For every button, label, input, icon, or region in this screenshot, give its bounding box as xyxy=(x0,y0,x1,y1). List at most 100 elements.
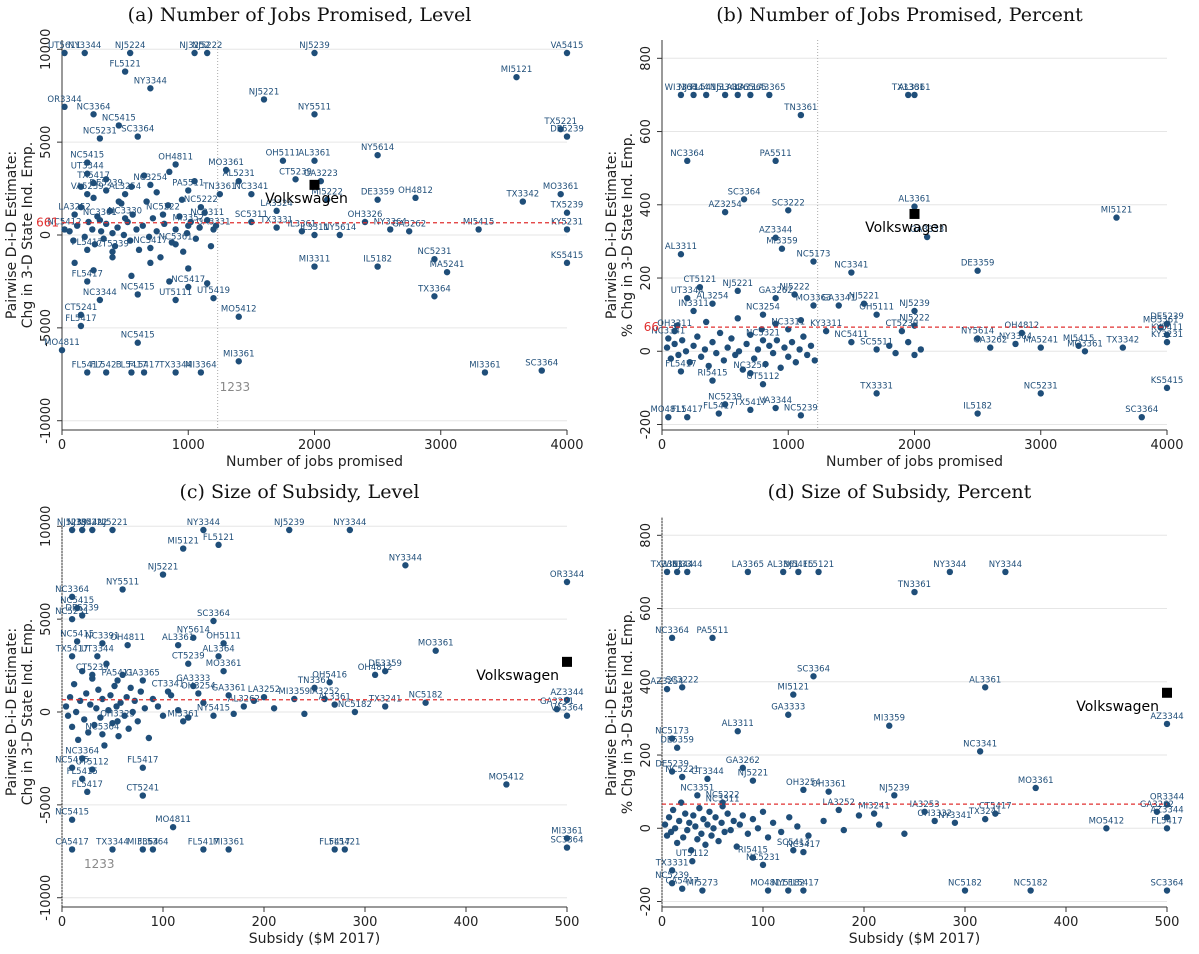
scatter-point xyxy=(675,817,683,825)
point-label: GA3223 xyxy=(304,169,338,179)
x-tick-label: 500 xyxy=(555,915,580,930)
point-label: CT3344 xyxy=(691,767,724,777)
scatter-point xyxy=(124,218,131,226)
point-label: NY5614 xyxy=(961,326,994,336)
scatter-point xyxy=(145,734,153,742)
scatter-point xyxy=(168,239,176,246)
scatter-point xyxy=(164,202,172,209)
scatter-point xyxy=(374,151,381,159)
scatter-point xyxy=(431,255,438,263)
point-label: IL3311 xyxy=(300,223,329,233)
scatter-point xyxy=(225,846,232,853)
point-label: TX3241 xyxy=(968,807,1002,817)
y-axis-label: % Chg in 3-D State Ind. Emp. xyxy=(620,610,636,814)
scatter-point xyxy=(71,259,78,267)
point-label: NC5182 xyxy=(338,700,372,710)
point-label: NC3351 xyxy=(680,783,714,793)
scatter-point xyxy=(89,526,96,534)
scatter-point xyxy=(721,208,729,216)
point-label: MI3359 xyxy=(766,237,797,247)
scatter-point xyxy=(946,568,954,576)
scatter-point xyxy=(904,338,912,346)
scatter-point xyxy=(139,792,146,799)
scatter-point xyxy=(134,133,141,140)
scatter-point xyxy=(87,701,94,708)
scatter-point xyxy=(68,653,76,660)
scatter-point xyxy=(734,315,741,322)
point-label: NY3344 xyxy=(989,560,1022,570)
scatter-point xyxy=(982,815,989,823)
point-label: NC5415 xyxy=(55,756,89,766)
scatter-point xyxy=(139,846,146,853)
point-label: NJ5221 xyxy=(849,292,880,302)
scatter-point xyxy=(503,781,510,788)
point-label: NC3311 xyxy=(706,794,740,804)
point-label: MO5412 xyxy=(489,772,525,782)
scatter-point xyxy=(207,242,215,250)
scatter-point xyxy=(766,91,773,99)
scatter-point xyxy=(220,640,227,647)
scatter-point xyxy=(361,218,369,226)
y-axis-label: Chg in 3-D State Ind. Emp. xyxy=(20,142,36,329)
point-label: TX5221 xyxy=(543,117,577,127)
scatter-point xyxy=(700,815,707,823)
scatter-point xyxy=(81,716,88,723)
x-tick-label: 3000 xyxy=(424,438,457,453)
scatter-point xyxy=(1163,331,1171,338)
point-label: NC3391 xyxy=(85,631,119,641)
point-label: AL3311 xyxy=(722,719,754,729)
point-label: MO4811 xyxy=(750,879,786,889)
scatter-point xyxy=(68,764,76,771)
point-label: NC5415 xyxy=(60,629,94,639)
point-label: SC3364 xyxy=(525,359,558,369)
scatter-point xyxy=(785,711,792,718)
scatter-point xyxy=(992,810,999,817)
y-tick-label: 200 xyxy=(639,266,654,291)
scatter-point xyxy=(706,808,713,815)
scatter-point xyxy=(190,634,197,641)
scatter-point xyxy=(121,190,129,198)
scatter-point xyxy=(73,222,81,229)
scatter-point xyxy=(679,773,686,781)
point-label: OH3326 xyxy=(348,210,383,220)
scatter-point xyxy=(91,241,99,248)
x-tick-label: 1000 xyxy=(172,438,205,453)
scatter-point xyxy=(140,369,148,376)
scatter-point xyxy=(119,671,126,679)
scatter-point xyxy=(694,836,701,843)
scatter-point xyxy=(682,348,690,355)
y-tick-label: 0 xyxy=(39,231,54,239)
scatter-point xyxy=(248,218,255,226)
scatter-point xyxy=(121,68,129,75)
point-label: FL5417 xyxy=(703,402,734,412)
scatter-point xyxy=(698,830,705,837)
point-label: DE3359 xyxy=(368,659,402,669)
scatter-point xyxy=(84,246,91,254)
scatter-point xyxy=(185,660,192,667)
scatter-point xyxy=(77,311,85,319)
point-label: NY5182 xyxy=(772,879,805,889)
scatter-point xyxy=(911,91,918,99)
point-label: IL5182 xyxy=(363,255,392,265)
scatter-point xyxy=(790,847,797,854)
scatter-point xyxy=(735,348,743,355)
scatter-point xyxy=(58,346,66,354)
scatter-point xyxy=(109,248,116,255)
y-tick-label: 0 xyxy=(639,824,654,832)
scatter-point xyxy=(773,337,781,344)
scatter-point xyxy=(772,157,779,165)
scatter-point xyxy=(128,369,135,376)
scatter-point xyxy=(747,91,754,99)
scatter-point xyxy=(772,234,779,241)
x-tick-label: 0 xyxy=(58,915,66,930)
point-label: MI3361 xyxy=(213,837,244,847)
point-label: NC5231 xyxy=(83,126,117,136)
reference-line-label: 66 xyxy=(644,320,659,334)
point-label: MI5121 xyxy=(501,65,532,75)
scatter-point xyxy=(68,593,76,601)
scatter-point xyxy=(904,91,912,99)
point-label: NJ5222 xyxy=(77,518,108,528)
scatter-point xyxy=(153,228,160,235)
scatter-chart-b: -200 0 200 400 600 800 0 1000 2000 3000 4000 Number… xyxy=(604,40,1184,470)
scatter-chart-d: -200 0 200 400 600 800 0 100 200 300 400 500 Subsidy… xyxy=(604,517,1184,947)
